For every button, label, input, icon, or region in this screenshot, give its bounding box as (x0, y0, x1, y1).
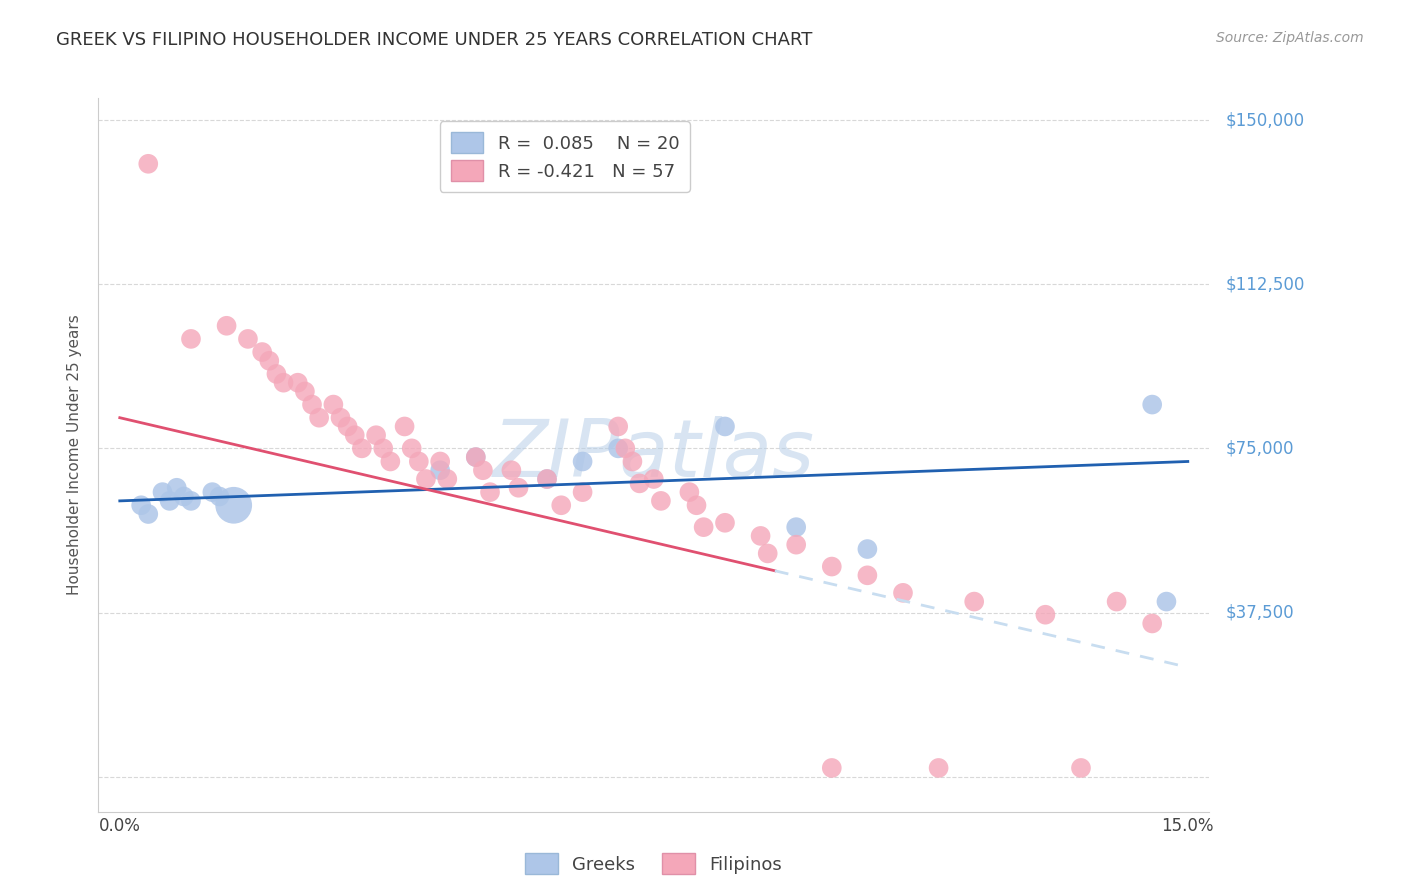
Y-axis label: Householder Income Under 25 years: Householder Income Under 25 years (67, 315, 83, 595)
Point (208, 490, 231, 504)
Point (287, 376, 309, 390)
Point (464, 450, 486, 464)
Point (380, 454, 402, 468)
Point (250, 345, 273, 359)
Point (159, 494, 181, 508)
Point (1070, 761, 1092, 775)
Point (259, 353, 281, 368)
Point (785, 520, 807, 534)
Point (785, 538, 807, 552)
Point (856, 568, 879, 582)
Point (1105, 594, 1128, 608)
Point (1140, 616, 1163, 631)
Text: $150,000: $150,000 (1226, 111, 1305, 129)
Legend: Greeks, Filipinos: Greeks, Filipinos (519, 846, 789, 881)
Text: GREEK VS FILIPINO HOUSEHOLDER INCOME UNDER 25 YEARS CORRELATION CHART: GREEK VS FILIPINO HOUSEHOLDER INCOME UND… (56, 31, 813, 49)
Text: Source: ZipAtlas.com: Source: ZipAtlas.com (1216, 31, 1364, 45)
Point (607, 419, 630, 434)
Point (350, 442, 373, 456)
Point (308, 410, 330, 425)
Point (329, 410, 352, 425)
Point (394, 419, 416, 434)
Point (1156, 594, 1178, 608)
Point (963, 594, 986, 608)
Point (136, 507, 159, 521)
Text: ZIPatlas: ZIPatlas (492, 416, 815, 494)
Point (692, 520, 714, 534)
Point (180, 332, 202, 346)
Point (756, 546, 779, 560)
Point (429, 454, 451, 468)
Point (1140, 398, 1163, 412)
Point (650, 494, 672, 508)
Point (173, 490, 195, 504)
Point (336, 419, 359, 434)
Point (536, 472, 558, 486)
Point (273, 376, 295, 390)
Point (266, 367, 288, 381)
Text: $75,000: $75,000 (1226, 440, 1295, 458)
Point (501, 463, 523, 477)
Point (508, 481, 530, 495)
Point (749, 529, 772, 543)
Text: $112,500: $112,500 (1226, 275, 1305, 293)
Point (471, 463, 494, 477)
Point (678, 485, 700, 500)
Point (571, 454, 593, 468)
Point (322, 398, 344, 412)
Point (415, 472, 437, 486)
Point (536, 472, 558, 486)
Point (714, 419, 737, 434)
Point (180, 494, 202, 508)
Point (856, 542, 879, 557)
Point (301, 398, 323, 412)
Point (621, 454, 644, 468)
Point (401, 442, 423, 456)
Point (891, 586, 914, 600)
Point (607, 442, 630, 456)
Point (571, 485, 593, 500)
Point (152, 485, 174, 500)
Point (429, 463, 451, 477)
Point (1035, 607, 1057, 622)
Point (821, 761, 844, 775)
Point (436, 472, 458, 486)
Text: $37,500: $37,500 (1226, 604, 1295, 622)
Point (821, 559, 844, 574)
Point (408, 454, 430, 468)
Point (479, 485, 502, 500)
Point (343, 428, 366, 442)
Point (550, 498, 572, 512)
Point (294, 384, 316, 399)
Point (628, 476, 651, 491)
Point (236, 332, 259, 346)
Point (222, 498, 245, 512)
Point (166, 481, 188, 495)
Point (928, 761, 950, 775)
Point (201, 485, 224, 500)
Point (643, 472, 665, 486)
Point (136, 157, 159, 171)
Point (714, 516, 737, 530)
Point (614, 442, 637, 456)
Point (373, 442, 395, 456)
Point (129, 498, 152, 512)
Point (685, 498, 707, 512)
Point (215, 318, 238, 333)
Point (464, 450, 486, 464)
Point (366, 428, 388, 442)
